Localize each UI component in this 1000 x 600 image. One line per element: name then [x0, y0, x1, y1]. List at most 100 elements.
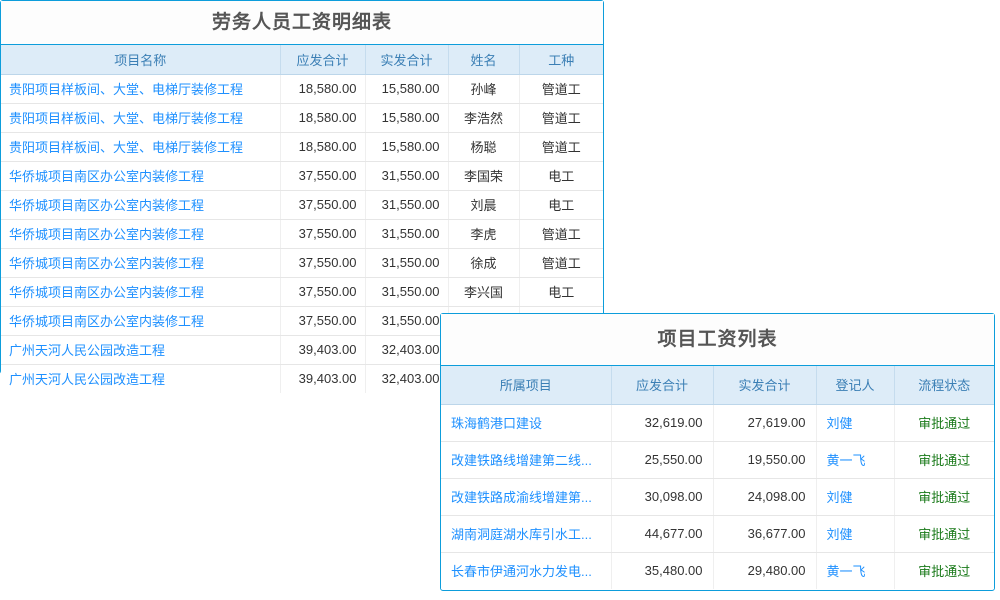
cell-job-type: 电工 — [519, 190, 603, 220]
cell-worker-name: 李兴国 — [448, 277, 520, 307]
table-row[interactable]: 华侨城项目南区办公室内装修工程 37,550.00 31,550.00 刘晨 电工 — [1, 190, 603, 220]
cell-project-link[interactable]: 贵阳项目样板间、大堂、电梯厅装修工程 — [1, 74, 281, 104]
cell-worker-name: 李浩然 — [448, 103, 520, 133]
cell-project-link[interactable]: 改建铁路成渝线增建第... — [441, 478, 612, 516]
cell-job-type: 管道工 — [519, 248, 603, 278]
cell-project-link[interactable]: 广州天河人民公园改造工程 — [1, 364, 281, 393]
cell-paid-total: 24,098.00 — [713, 478, 817, 516]
cell-project-link[interactable]: 贵阳项目样板间、大堂、电梯厅装修工程 — [1, 103, 281, 133]
cell-project-link[interactable]: 湖南洞庭湖水库引水工... — [441, 515, 612, 553]
cell-payable-total: 39,403.00 — [280, 335, 366, 365]
cell-job-type: 管道工 — [519, 74, 603, 104]
cell-payable-total: 44,677.00 — [611, 515, 714, 553]
cell-project-link[interactable]: 华侨城项目南区办公室内装修工程 — [1, 306, 281, 336]
cell-payable-total: 32,619.00 — [611, 404, 714, 442]
status-badge: 审批通过 — [894, 515, 994, 553]
table-row[interactable]: 华侨城项目南区办公室内装修工程 37,550.00 31,550.00 徐成 管道工 — [1, 248, 603, 278]
cell-project-link[interactable]: 华侨城项目南区办公室内装修工程 — [1, 190, 281, 220]
column-header-payable[interactable]: 应发合计 — [280, 45, 366, 75]
cell-job-type: 电工 — [519, 161, 603, 191]
cell-paid-total: 32,403.00 — [365, 364, 449, 393]
table-row[interactable]: 贵阳项目样板间、大堂、电梯厅装修工程 18,580.00 15,580.00 杨聪 管道… — [1, 132, 603, 162]
cell-worker-name: 李国荣 — [448, 161, 520, 191]
cell-paid-total: 31,550.00 — [365, 306, 449, 336]
cell-payable-total: 37,550.00 — [280, 306, 366, 336]
status-badge: 审批通过 — [894, 552, 994, 589]
project-salary-list-table: 所属项目 应发合计 实发合计 登记人 流程状态 珠海鹤港口建设 32,619.00… — [441, 366, 994, 589]
status-badge: 审批通过 — [894, 478, 994, 516]
cell-project-link[interactable]: 华侨城项目南区办公室内装修工程 — [1, 219, 281, 249]
cell-registrar[interactable]: 刘健 — [816, 478, 895, 516]
cell-job-type: 管道工 — [519, 132, 603, 162]
cell-worker-name: 李虎 — [448, 219, 520, 249]
cell-paid-total: 15,580.00 — [365, 74, 449, 104]
cell-project-link[interactable]: 华侨城项目南区办公室内装修工程 — [1, 277, 281, 307]
column-header-job-type[interactable]: 工种 — [519, 45, 603, 75]
cell-project-link[interactable]: 广州天河人民公园改造工程 — [1, 335, 281, 365]
cell-payable-total: 37,550.00 — [280, 277, 366, 307]
cell-payable-total: 35,480.00 — [611, 552, 714, 589]
cell-project-link[interactable]: 改建铁路线增建第二线... — [441, 441, 612, 479]
cell-payable-total: 37,550.00 — [280, 248, 366, 278]
cell-job-type: 电工 — [519, 277, 603, 307]
cell-registrar[interactable]: 黄一飞 — [816, 552, 895, 589]
cell-payable-total: 37,550.00 — [280, 161, 366, 191]
column-header-flow-status[interactable]: 流程状态 — [894, 366, 994, 405]
table-row[interactable]: 长春市伊通河水力发电... 35,480.00 29,480.00 黄一飞 审批通过 — [441, 552, 994, 589]
column-header-registrar[interactable]: 登记人 — [816, 366, 895, 405]
cell-payable-total: 18,580.00 — [280, 74, 366, 104]
cell-project-link[interactable]: 华侨城项目南区办公室内装修工程 — [1, 161, 281, 191]
cell-registrar[interactable]: 刘健 — [816, 515, 895, 553]
project-salary-list-panel: 项目工资列表 所属项目 应发合计 实发合计 登记人 流程状态 珠海鹤港口建设 32… — [440, 313, 995, 591]
cell-project-link[interactable]: 贵阳项目样板间、大堂、电梯厅装修工程 — [1, 132, 281, 162]
table-row[interactable]: 华侨城项目南区办公室内装修工程 37,550.00 31,550.00 李虎 管道工 — [1, 219, 603, 249]
cell-payable-total: 37,550.00 — [280, 219, 366, 249]
table-row[interactable]: 贵阳项目样板间、大堂、电梯厅装修工程 18,580.00 15,580.00 孙峰 管道… — [1, 74, 603, 104]
table-row[interactable]: 贵阳项目样板间、大堂、电梯厅装修工程 18,580.00 15,580.00 李浩然管… — [1, 103, 603, 133]
table-row[interactable]: 改建铁路线增建第二线... 25,550.00 19,550.00 黄一飞 审批通过 — [441, 441, 994, 479]
cell-payable-total: 18,580.00 — [280, 132, 366, 162]
cell-registrar[interactable]: 刘健 — [816, 404, 895, 442]
cell-paid-total: 31,550.00 — [365, 219, 449, 249]
cell-paid-total: 36,677.00 — [713, 515, 817, 553]
cell-paid-total: 31,550.00 — [365, 248, 449, 278]
cell-paid-total: 27,619.00 — [713, 404, 817, 442]
column-header-name[interactable]: 姓名 — [448, 45, 520, 75]
cell-paid-total: 19,550.00 — [713, 441, 817, 479]
cell-project-link[interactable]: 珠海鹤港口建设 — [441, 404, 612, 442]
table-row[interactable]: 华侨城项目南区办公室内装修工程 37,550.00 31,550.00 李兴国 电工 — [1, 277, 603, 307]
cell-worker-name: 徐成 — [448, 248, 520, 278]
cell-project-link[interactable]: 华侨城项目南区办公室内装修工程 — [1, 248, 281, 278]
cell-payable-total: 39,403.00 — [280, 364, 366, 393]
cell-registrar[interactable]: 黄一飞 — [816, 441, 895, 479]
table-row[interactable]: 华侨城项目南区办公室内装修工程 37,550.00 31,550.00 李国荣 电工 — [1, 161, 603, 191]
column-header-paid[interactable]: 实发合计 — [713, 366, 817, 405]
column-header-paid[interactable]: 实发合计 — [365, 45, 449, 75]
cell-paid-total: 31,550.00 — [365, 190, 449, 220]
column-header-payable[interactable]: 应发合计 — [611, 366, 714, 405]
table-row[interactable]: 珠海鹤港口建设 32,619.00 27,619.00 刘健 审批通过 — [441, 404, 994, 442]
cell-paid-total: 32,403.00 — [365, 335, 449, 365]
cell-worker-name: 刘晨 — [448, 190, 520, 220]
labor-salary-detail-panel: 劳务人员工资明细表 项目名称 应发合计 实发合计 姓名 工种 贵阳项目样板间、大… — [0, 0, 604, 393]
panel-title-project-list: 项目工资列表 — [441, 314, 994, 366]
cell-payable-total: 25,550.00 — [611, 441, 714, 479]
table-row[interactable]: 湖南洞庭湖水库引水工... 44,677.00 36,677.00 刘健 审批通过 — [441, 515, 994, 553]
labor-salary-detail-table: 项目名称 应发合计 实发合计 姓名 工种 贵阳项目样板间、大堂、电梯厅装修工程 1… — [1, 45, 603, 393]
cell-payable-total: 37,550.00 — [280, 190, 366, 220]
panel-title-labor-detail: 劳务人员工资明细表 — [1, 1, 603, 45]
cell-worker-name: 孙峰 — [448, 74, 520, 104]
status-badge: 审批通过 — [894, 404, 994, 442]
cell-job-type: 管道工 — [519, 103, 603, 133]
column-header-belonging-project[interactable]: 所属项目 — [441, 366, 612, 405]
cell-project-link[interactable]: 长春市伊通河水力发电... — [441, 552, 612, 589]
column-header-project[interactable]: 项目名称 — [1, 45, 281, 75]
cell-paid-total: 29,480.00 — [713, 552, 817, 589]
table-header-row: 项目名称 应发合计 实发合计 姓名 工种 — [1, 45, 603, 75]
table-header-row: 所属项目 应发合计 实发合计 登记人 流程状态 — [441, 366, 994, 405]
cell-payable-total: 18,580.00 — [280, 103, 366, 133]
cell-paid-total: 31,550.00 — [365, 277, 449, 307]
cell-payable-total: 30,098.00 — [611, 478, 714, 516]
table-row[interactable]: 改建铁路成渝线增建第... 30,098.00 24,098.00 刘健 审批通过 — [441, 478, 994, 516]
